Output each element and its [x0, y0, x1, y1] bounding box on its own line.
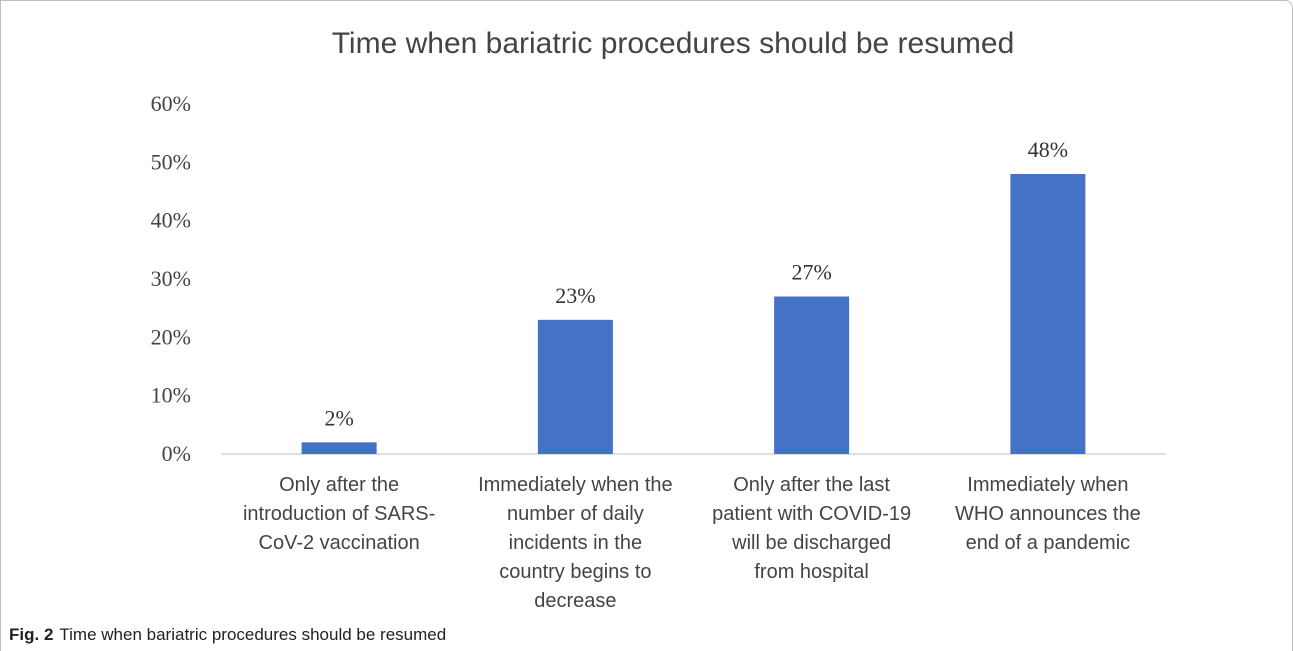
category-label: Only after the last patient with COVID-19… — [712, 474, 911, 583]
category-label-line: from hospital — [754, 561, 869, 583]
category-label-line: will be discharged — [731, 532, 891, 554]
y-tick-label: 30% — [151, 266, 191, 291]
y-tick-label: 10% — [151, 383, 191, 408]
y-tick-label: 20% — [151, 324, 191, 349]
y-tick-label: 0% — [162, 441, 191, 466]
category-label-line: Immediately when — [967, 474, 1128, 496]
bar — [774, 296, 850, 454]
category-label-line: patient with COVID-19 — [712, 503, 911, 525]
data-label: 27% — [791, 260, 831, 285]
bars — [301, 174, 1086, 454]
bar — [1010, 174, 1086, 454]
category-label-line: Immediately when the — [478, 474, 673, 496]
y-axis: 0% 10% 20% 30% 40% 50% 60% — [151, 91, 191, 466]
bar-chart: Time when bariatric procedures should be… — [151, 27, 1166, 612]
category-label-line: decrease — [534, 590, 616, 612]
caption-text: Time when bariatric procedures should be… — [59, 625, 447, 644]
category-label-line: end of a pandemic — [966, 532, 1131, 554]
data-label: 2% — [324, 405, 353, 430]
y-tick-label: 50% — [151, 149, 191, 174]
category-label: Immediately when the number of daily incid… — [478, 474, 673, 612]
category-label-line: incidents in the — [509, 532, 642, 554]
category-label-line: WHO announces the — [955, 503, 1141, 525]
x-axis-categories: Only after the introduction of SARS- CoV-2… — [243, 474, 1141, 612]
category-label-line: number of daily — [507, 503, 644, 525]
category-label: Immediately when WHO announces the end of … — [955, 474, 1141, 554]
category-label-line: Only after the last — [733, 474, 890, 496]
category-label-line: introduction of SARS- — [243, 503, 435, 525]
y-tick-label: 40% — [151, 208, 191, 233]
figure-caption: Fig. 2 Time when bariatric procedures sho… — [9, 625, 446, 645]
data-labels: 2% 23% 27% 48% — [324, 137, 1068, 430]
category-label: Only after the introduction of SARS- CoV-2… — [243, 474, 435, 554]
data-label: 23% — [555, 283, 595, 308]
category-label-line: CoV-2 vaccination — [259, 532, 420, 554]
chart-title: Time when bariatric procedures should be… — [332, 27, 1015, 60]
bar — [537, 319, 613, 454]
category-label-line: Only after the — [279, 474, 399, 496]
caption-label: Fig. 2 — [9, 625, 54, 644]
bar — [301, 442, 377, 454]
category-label-line: country begins to — [499, 561, 651, 583]
data-label: 48% — [1028, 137, 1068, 162]
y-tick-label: 60% — [151, 91, 191, 116]
